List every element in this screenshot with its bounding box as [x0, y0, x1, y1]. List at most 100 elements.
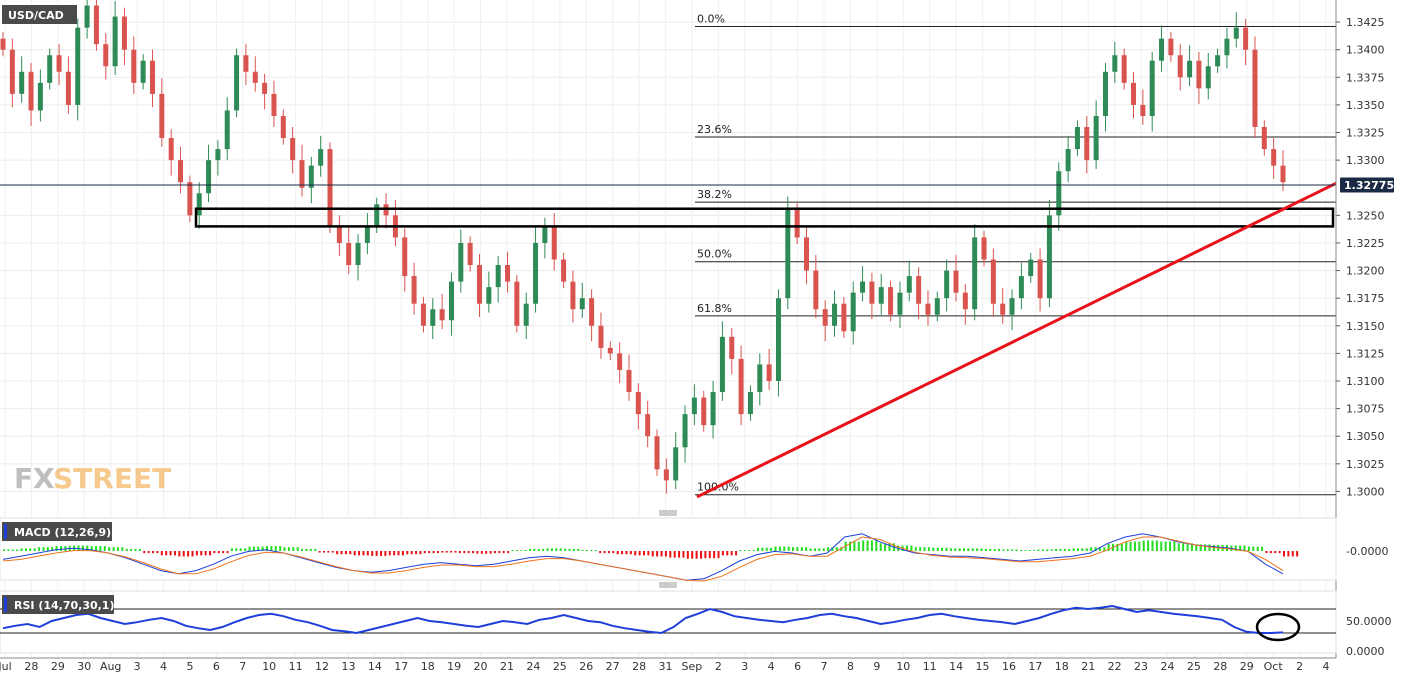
candle-body — [1252, 49, 1258, 128]
rsi-label: RSI (14,70,30,1) — [2, 595, 114, 614]
macd-histogram-bar — [401, 551, 404, 556]
candle-body — [19, 71, 25, 94]
macd-histogram-bar — [686, 551, 689, 559]
macd-histogram-bar — [393, 551, 396, 556]
macd-histogram-bar — [248, 546, 251, 551]
candle-body — [420, 303, 426, 326]
macd-histogram-bar — [217, 551, 220, 554]
date-tick-label: 3 — [741, 660, 748, 673]
macd-histogram-bar — [656, 551, 659, 557]
macd-histogram-bar — [980, 548, 983, 551]
candle-body — [972, 237, 978, 310]
macd-histogram-bar — [857, 541, 860, 551]
panel-resize-handle-2[interactable] — [659, 582, 677, 588]
candle-body — [374, 204, 380, 227]
date-tick-label: 24 — [526, 660, 540, 673]
macd-histogram-bar — [1107, 543, 1110, 551]
candle-body — [906, 276, 912, 293]
macd-histogram-bar — [524, 550, 527, 551]
macd-histogram-bar — [1050, 549, 1053, 551]
macd-histogram-bar — [822, 548, 825, 551]
macd-histogram-bar — [349, 551, 352, 555]
candle-body — [140, 60, 146, 83]
macd-histogram-bar — [542, 548, 545, 551]
date-tick-label: 10 — [262, 660, 276, 673]
candle-body — [1215, 55, 1221, 67]
date-tick-label: 5 — [186, 660, 193, 673]
macd-histogram-bar — [502, 551, 505, 554]
macd-histogram-bar — [209, 551, 212, 556]
macd-histogram-bar — [1287, 551, 1290, 557]
date-tick-label: 4 — [768, 660, 775, 673]
macd-histogram-bar — [1182, 543, 1185, 551]
macd-histogram-bar — [327, 551, 330, 553]
candle-body — [981, 237, 987, 260]
macd-histogram-bar — [870, 540, 873, 551]
candle-body — [850, 292, 856, 332]
macd-histogram-bar — [156, 551, 159, 554]
date-tick-label: 16 — [1002, 660, 1016, 673]
macd-histogram-bar — [125, 548, 128, 551]
candle-body — [495, 265, 501, 288]
candle-body — [159, 93, 165, 139]
macd-histogram-bar — [520, 550, 523, 551]
macd-histogram-bar — [792, 547, 795, 551]
candle-body — [93, 5, 99, 45]
price-tick-label: 1.3050 — [1346, 430, 1385, 443]
macd-histogram-bar — [112, 547, 115, 551]
candle-body — [691, 397, 697, 415]
date-tick-label: 24 — [1160, 660, 1174, 673]
macd-histogram-bar — [476, 551, 479, 554]
macd-histogram-bar — [616, 551, 619, 555]
date-tick-label: 18 — [421, 660, 435, 673]
macd-histogram-bar — [936, 547, 939, 551]
price-tick-label: 1.3375 — [1346, 71, 1385, 84]
price-tag: 1.32775 — [1340, 177, 1394, 193]
macd-histogram-bar — [1208, 544, 1211, 551]
rsi-plot-area — [0, 590, 1337, 654]
macd-histogram-bar — [1072, 548, 1075, 551]
macd-histogram-bar — [11, 549, 14, 551]
candle-body — [747, 392, 753, 415]
date-tick-label: 18 — [1055, 660, 1069, 673]
macd-histogram-bar — [415, 551, 418, 555]
candle-body — [37, 82, 43, 111]
macd-histogram-bar — [629, 551, 632, 555]
price-tick-label: 1.3125 — [1346, 347, 1385, 360]
macd-histogram-bar — [594, 550, 597, 551]
logo-street: STREET — [53, 462, 171, 495]
candle-body — [439, 309, 445, 321]
rsi-line — [2, 604, 1284, 635]
date-tick-label: 26 — [579, 660, 593, 673]
candle-body — [112, 16, 118, 67]
candle-body — [505, 265, 511, 282]
macd-histogram-bar — [498, 551, 501, 554]
macd-histogram-bar — [1015, 549, 1018, 551]
candle-body — [299, 160, 305, 188]
rsi-color-marker — [4, 597, 7, 612]
candle-body — [1065, 149, 1071, 172]
price-tick-label: 1.3025 — [1346, 458, 1385, 471]
macd-histogram-bar — [1204, 544, 1207, 551]
candle-body — [1131, 82, 1137, 105]
candle-body — [262, 82, 268, 94]
macd-histogram-bar — [1234, 545, 1237, 551]
candle-body — [1093, 115, 1099, 161]
panel-resize-handle[interactable] — [659, 510, 677, 516]
candle-body — [9, 49, 15, 94]
price-tick-label: 1.3000 — [1346, 485, 1385, 498]
price-tick-label: 1.3200 — [1346, 265, 1385, 278]
candle-body — [663, 469, 669, 481]
macd-histogram-bar — [480, 551, 483, 554]
macd-histogram-bar — [257, 546, 260, 551]
macd-histogram-bar — [287, 547, 290, 551]
macd-histogram-bar — [634, 551, 637, 556]
horizontal-grid — [0, 21, 1336, 492]
macd-histogram-bar — [774, 546, 777, 551]
macd-histogram-bar — [835, 547, 838, 551]
macd-histogram-bar — [660, 551, 663, 557]
candle-body — [757, 364, 763, 393]
candle-body — [617, 353, 623, 370]
macd-histogram-bar — [1239, 545, 1242, 551]
candle-body — [514, 281, 520, 326]
